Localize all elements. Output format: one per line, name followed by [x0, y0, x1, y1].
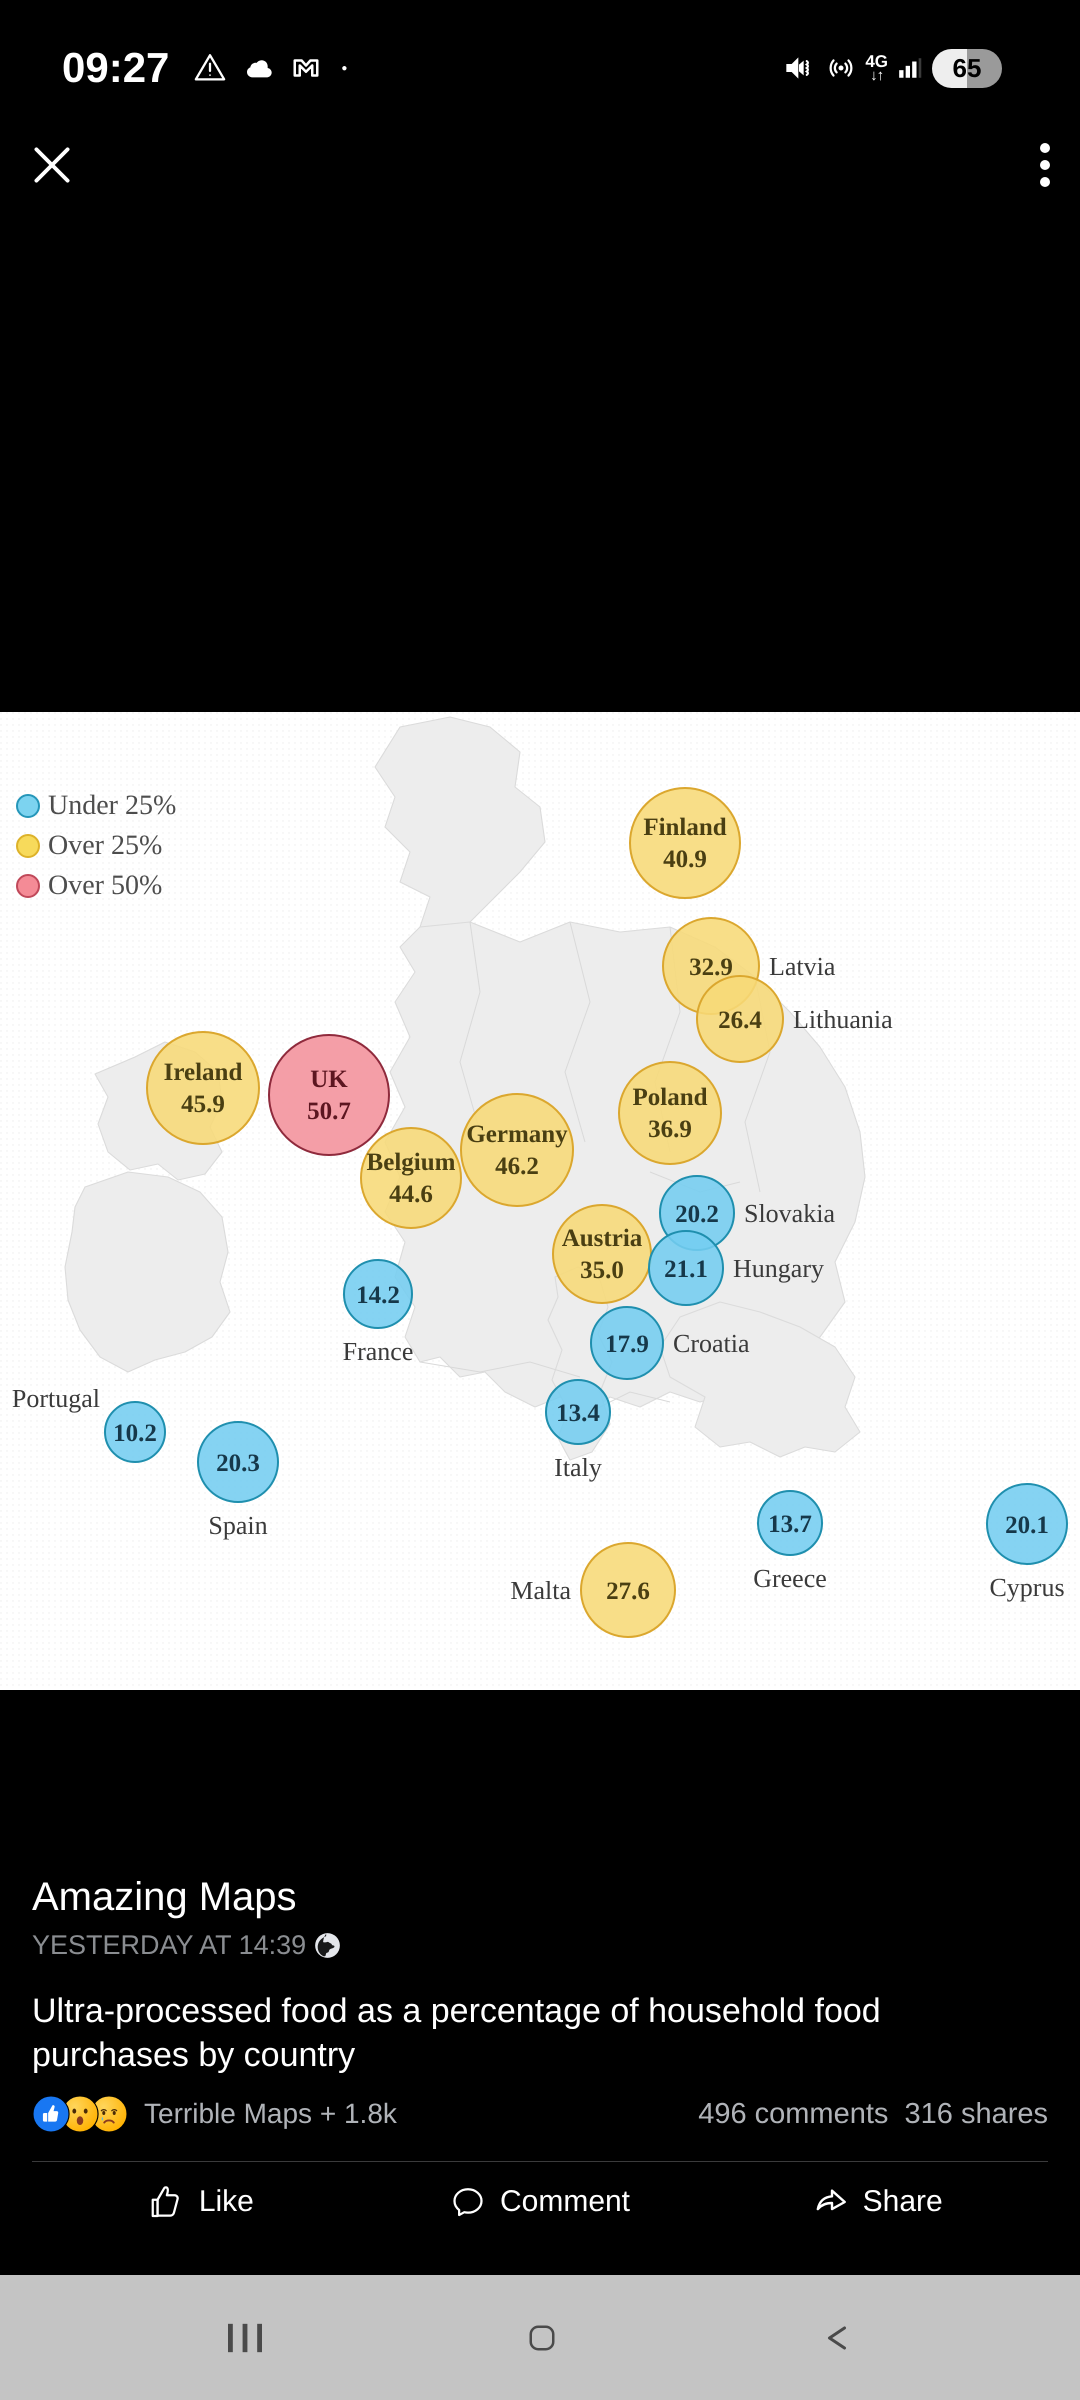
svg-text:Finland: Finland	[643, 814, 726, 841]
svg-text:France: France	[343, 1337, 414, 1366]
svg-text:46.2: 46.2	[495, 1153, 539, 1180]
svg-text:40.9: 40.9	[663, 846, 707, 873]
svg-text:35.0: 35.0	[580, 1257, 624, 1284]
svg-text:45.9: 45.9	[181, 1091, 225, 1118]
svg-text:Austria: Austria	[562, 1225, 643, 1252]
svg-text:Greece: Greece	[753, 1564, 827, 1593]
svg-text:Croatia: Croatia	[673, 1329, 750, 1358]
svg-text:14.2: 14.2	[356, 1282, 400, 1309]
svg-text:32.9: 32.9	[689, 954, 733, 981]
svg-text:Portugal: Portugal	[12, 1384, 100, 1413]
svg-text:Cyprus: Cyprus	[989, 1573, 1064, 1602]
svg-text:Italy: Italy	[554, 1453, 602, 1482]
svg-text:10.2: 10.2	[113, 1420, 157, 1447]
svg-text:UK: UK	[310, 1066, 348, 1093]
svg-text:Hungary: Hungary	[733, 1254, 824, 1283]
svg-text:13.4: 13.4	[556, 1400, 600, 1427]
svg-text:44.6: 44.6	[389, 1181, 433, 1208]
svg-text:Latvia: Latvia	[769, 952, 836, 981]
svg-text:Belgium: Belgium	[367, 1149, 456, 1176]
svg-text:13.7: 13.7	[768, 1511, 812, 1538]
svg-text:20.3: 20.3	[216, 1450, 260, 1477]
svg-text:17.9: 17.9	[605, 1331, 649, 1358]
svg-text:50.7: 50.7	[307, 1098, 351, 1125]
svg-text:Lithuania: Lithuania	[793, 1005, 893, 1034]
svg-text:20.1: 20.1	[1005, 1512, 1049, 1539]
svg-text:Poland: Poland	[632, 1084, 707, 1111]
svg-text:26.4: 26.4	[718, 1007, 762, 1034]
svg-text:20.2: 20.2	[675, 1201, 719, 1228]
svg-text:27.6: 27.6	[606, 1578, 650, 1605]
svg-text:36.9: 36.9	[648, 1116, 692, 1143]
svg-text:Germany: Germany	[466, 1121, 568, 1148]
svg-text:Ireland: Ireland	[164, 1059, 243, 1086]
svg-text:Slovakia: Slovakia	[744, 1199, 835, 1228]
svg-text:Spain: Spain	[208, 1511, 267, 1540]
svg-text:Malta: Malta	[510, 1576, 571, 1605]
svg-text:21.1: 21.1	[664, 1256, 708, 1283]
